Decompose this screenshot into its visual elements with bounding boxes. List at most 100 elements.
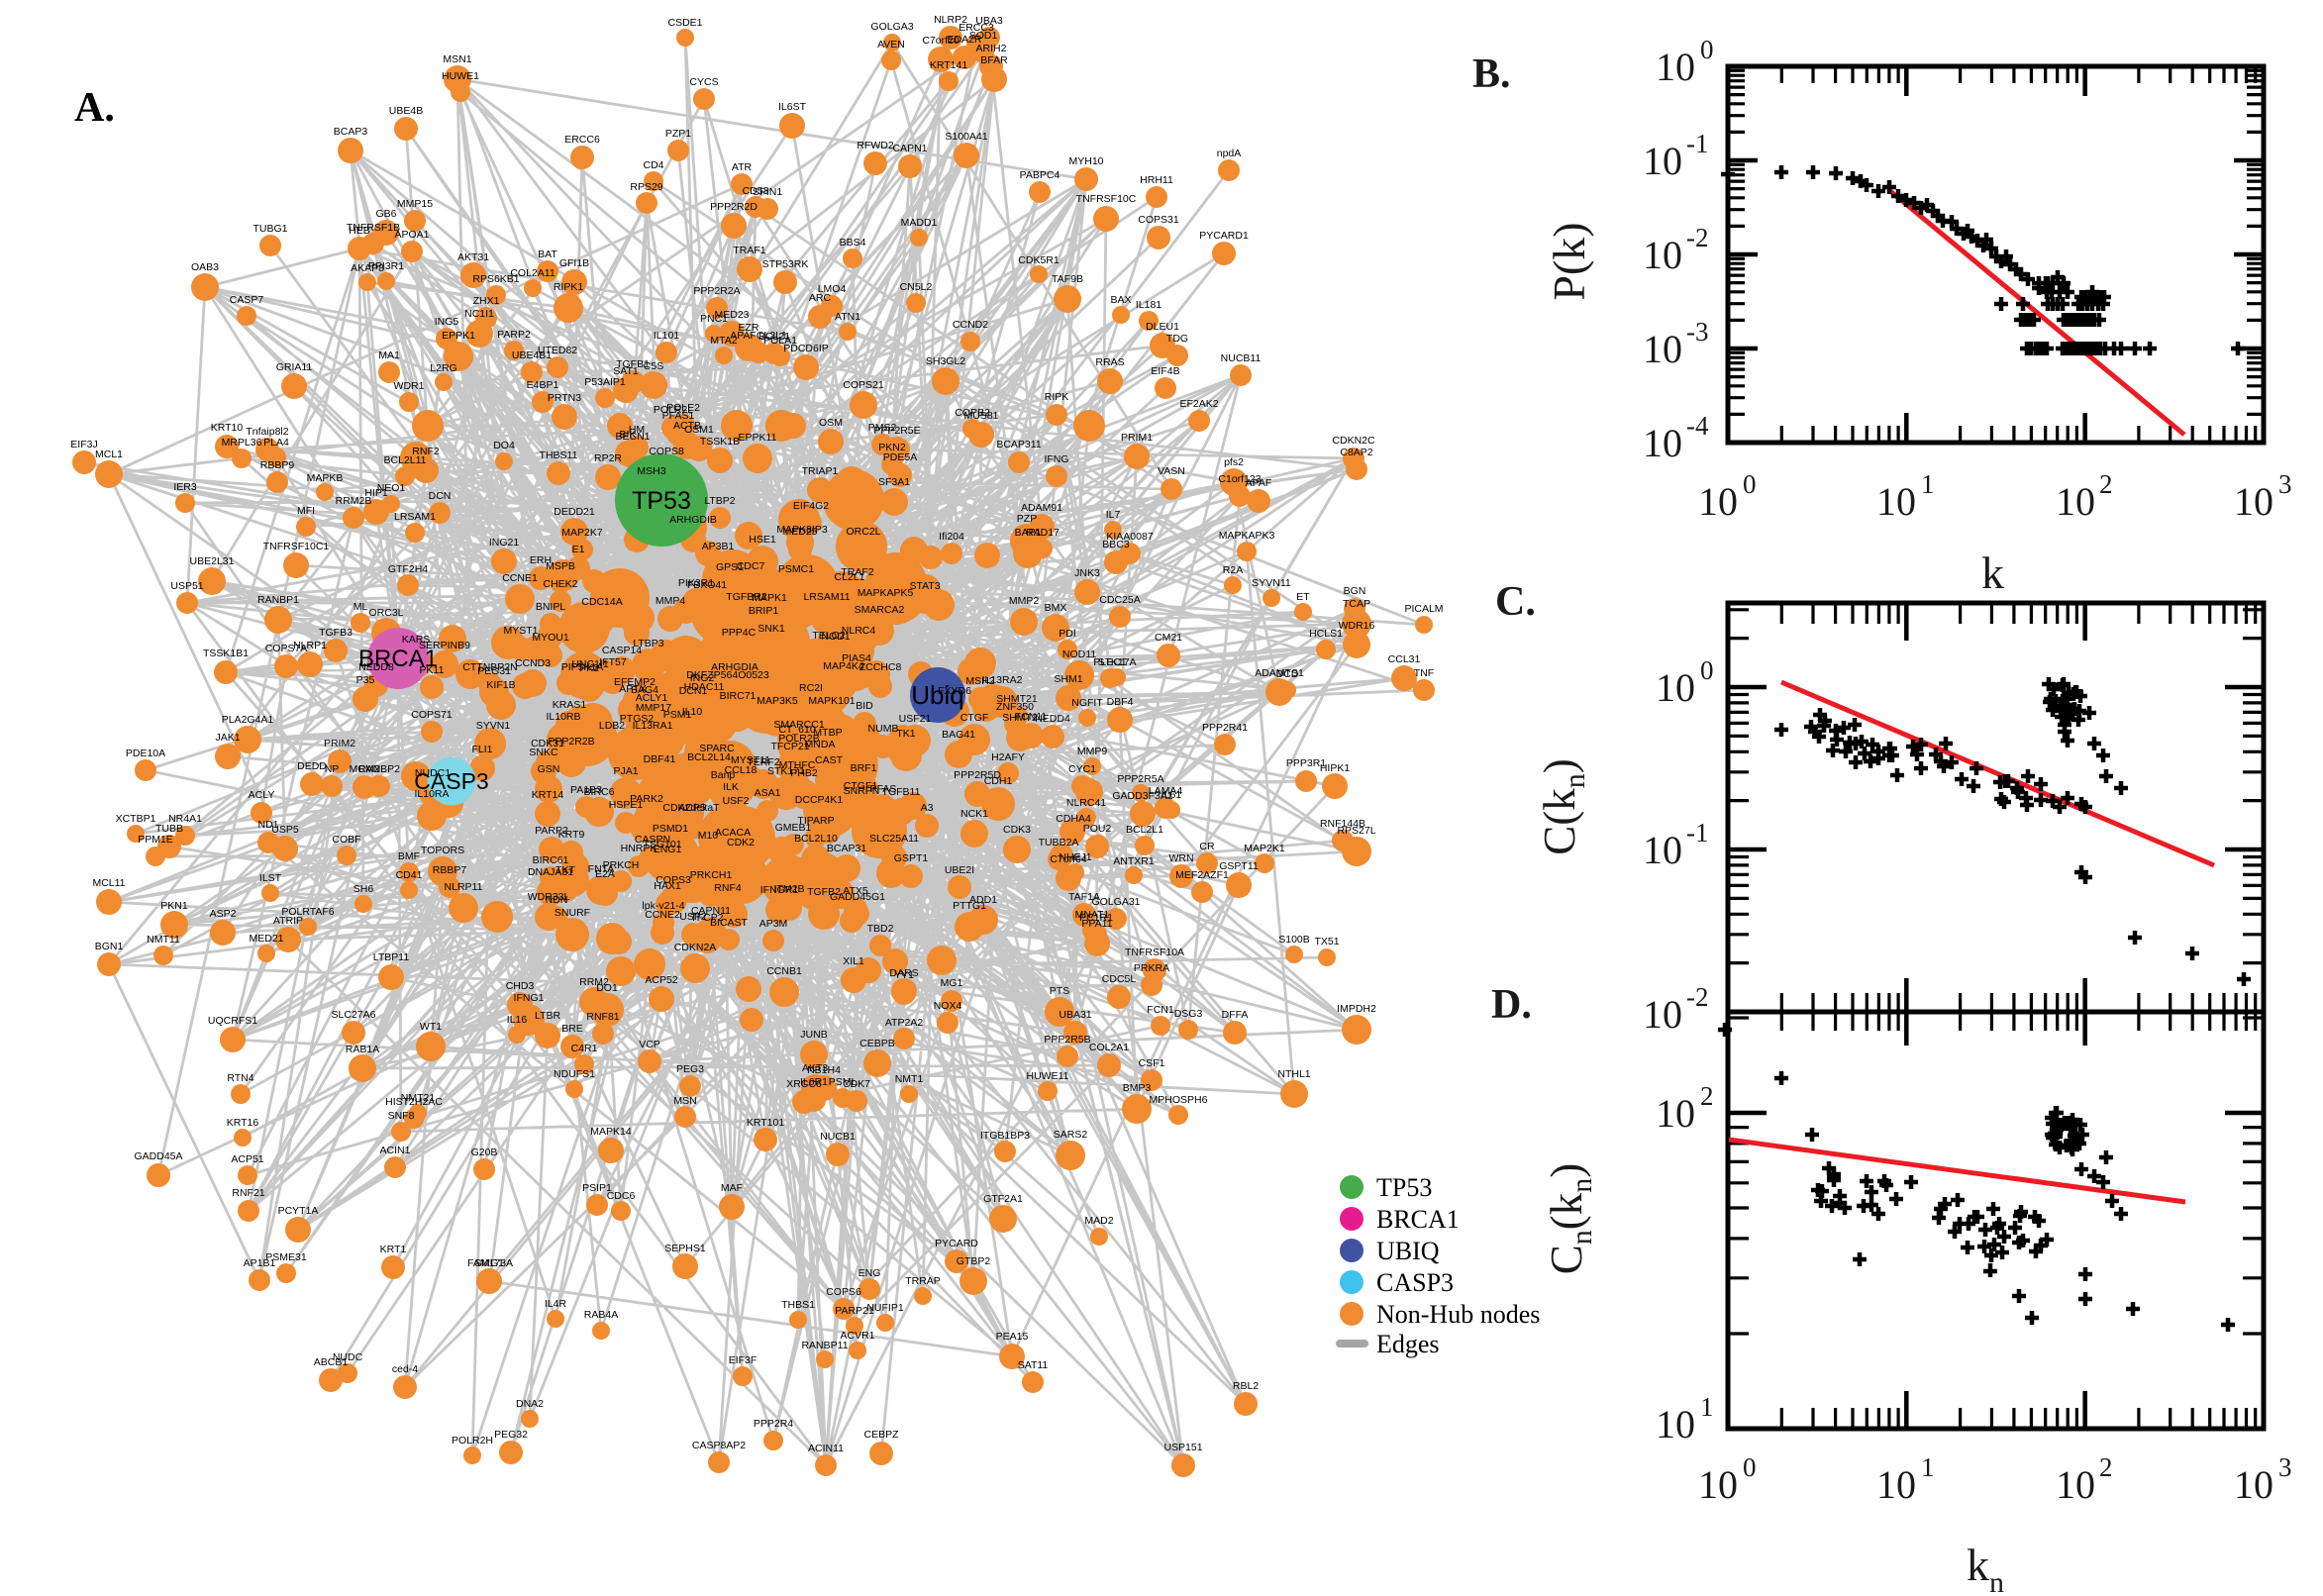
svg-text:NGFIT: NGFIT — [1071, 697, 1103, 709]
svg-text:-4: -4 — [1686, 411, 1709, 441]
svg-text:THBS1: THBS1 — [781, 1299, 815, 1311]
svg-text:ASP2: ASP2 — [210, 908, 237, 920]
svg-text:BCL2L11: BCL2L11 — [383, 454, 426, 466]
svg-text:MYOU1: MYOU1 — [532, 632, 569, 644]
svg-text:YY1: YY1 — [894, 969, 914, 981]
svg-text:LRSAM1: LRSAM1 — [394, 511, 436, 523]
svg-text:ILST: ILST — [259, 872, 282, 884]
svg-text:10: 10 — [1656, 1091, 1695, 1136]
svg-text:ADAMTS1: ADAMTS1 — [1255, 667, 1304, 679]
svg-text:NP: NP — [325, 763, 340, 775]
svg-text:MED25: MED25 — [782, 526, 817, 538]
svg-text:BCL2L10: BCL2L10 — [794, 833, 838, 845]
svg-text:MED23: MED23 — [714, 309, 749, 321]
svg-text:GOLGA3: GOLGA3 — [870, 21, 913, 33]
svg-text:10: 10 — [1876, 1462, 1916, 1507]
svg-text:USP5: USP5 — [271, 824, 299, 836]
svg-text:MSN1: MSN1 — [443, 53, 471, 65]
svg-text:MYST1: MYST1 — [503, 625, 538, 637]
svg-text:UBE4B1: UBE4B1 — [512, 349, 552, 361]
svg-text:EPPK11: EPPK11 — [739, 432, 777, 444]
svg-text:AKT3: AKT3 — [802, 1062, 828, 1074]
svg-text:TIPARP: TIPARP — [797, 815, 834, 827]
svg-text:MAPKB: MAPKB — [307, 472, 344, 484]
svg-text:NUDC: NUDC — [333, 1351, 363, 1363]
svg-text:TRAF1: TRAF1 — [733, 245, 765, 256]
svg-text:OAB3: OAB3 — [191, 261, 219, 273]
svg-text:KARS: KARS — [402, 634, 431, 646]
svg-text:NLRC4: NLRC4 — [842, 625, 876, 637]
svg-text:ILK: ILK — [723, 781, 739, 793]
svg-text:FXYD6: FXYD6 — [938, 685, 971, 697]
svg-text:BFAR: BFAR — [980, 54, 1008, 66]
svg-text:MTBP: MTBP — [813, 727, 842, 739]
svg-text:Tnfaip8l2: Tnfaip8l2 — [246, 426, 288, 438]
svg-text:IL101: IL101 — [654, 330, 679, 342]
svg-text:UBE2I: UBE2I — [945, 864, 974, 876]
svg-text:BIRC61: BIRC61 — [533, 854, 569, 866]
svg-text:HUWE11: HUWE11 — [1027, 1070, 1069, 1082]
svg-text:COPS6: COPS6 — [826, 1286, 861, 1298]
svg-text:BAP1: BAP1 — [1015, 527, 1042, 539]
svg-text:TRIAP1: TRIAP1 — [802, 465, 839, 477]
svg-text:1: 1 — [1921, 469, 1935, 499]
svg-text:2: 2 — [2099, 469, 2113, 499]
svg-text:PC1R1: PC1R1 — [1079, 912, 1113, 924]
svg-text:10: 10 — [1643, 828, 1682, 872]
svg-text:PICALM: PICALM — [1404, 603, 1443, 615]
svg-text:SHMT2: SHMT2 — [1002, 712, 1038, 724]
svg-text:HDAC11: HDAC11 — [684, 681, 725, 693]
svg-text:CDK5R1: CDK5R1 — [1018, 254, 1060, 266]
svg-text:Non-Hub nodes: Non-Hub nodes — [1376, 1300, 1540, 1329]
svg-text:STK171: STK171 — [767, 765, 805, 777]
svg-text:CASP14: CASP14 — [602, 645, 642, 656]
svg-text:MA1: MA1 — [378, 349, 400, 361]
svg-text:NEDD4: NEDD4 — [1035, 713, 1070, 725]
svg-text:EDA2R: EDA2R — [947, 34, 981, 46]
svg-text:APTX: APTX — [619, 683, 646, 695]
svg-text:NHEJ1: NHEJ1 — [1059, 851, 1091, 863]
svg-text:TSSK1B: TSSK1B — [700, 436, 740, 448]
svg-text:MCM2: MCM2 — [350, 763, 380, 775]
svg-text:MMP17: MMP17 — [636, 702, 671, 714]
svg-text:TRRAP: TRRAP — [905, 1275, 941, 1287]
svg-text:npdA: npdA — [1217, 148, 1242, 159]
svg-text:CEBPZ: CEBPZ — [863, 1429, 899, 1441]
svg-text:IFNGR1: IFNGR1 — [760, 884, 799, 896]
svg-text:MUS81: MUS81 — [963, 410, 998, 422]
svg-text:MAP3K5: MAP3K5 — [757, 695, 798, 707]
svg-text:BECN1: BECN1 — [615, 431, 650, 443]
svg-text:2: 2 — [2099, 1452, 2113, 1482]
svg-text:DBF41: DBF41 — [644, 753, 676, 765]
svg-text:A3: A3 — [921, 802, 934, 814]
svg-text:PYCARD: PYCARD — [935, 1238, 978, 1249]
svg-text:MAPK101: MAPK101 — [808, 695, 855, 707]
svg-text:CTGF1: CTGF1 — [844, 780, 878, 792]
svg-text:TGFB1: TGFB1 — [616, 358, 650, 370]
svg-text:MAP2K7: MAP2K7 — [561, 527, 603, 539]
svg-text:NLRP1: NLRP1 — [293, 640, 327, 651]
svg-text:EFEMP2: EFEMP2 — [614, 676, 656, 688]
svg-text:IFNG1: IFNG1 — [514, 992, 545, 1004]
svg-text:ced-4: ced-4 — [392, 1363, 418, 1375]
svg-text:XIL1: XIL1 — [843, 955, 864, 967]
svg-text:WT1: WT1 — [420, 1021, 442, 1033]
svg-text:NMT1: NMT1 — [895, 1073, 924, 1085]
svg-text:UBIQ: UBIQ — [1376, 1237, 1440, 1265]
svg-text:CAST: CAST — [815, 754, 844, 766]
svg-text:CYCS: CYCS — [689, 76, 718, 88]
svg-text:POLA1: POLA1 — [763, 335, 797, 347]
svg-text:VCP: VCP — [639, 1039, 660, 1050]
svg-text:HAX1: HAX1 — [654, 880, 681, 892]
svg-text:GFI1B: GFI1B — [559, 257, 589, 269]
svg-text:CDC14A: CDC14A — [581, 596, 622, 608]
svg-text:PZP1: PZP1 — [665, 128, 691, 140]
svg-text:CDH1: CDH1 — [984, 775, 1013, 787]
svg-text:ORC3L: ORC3L — [368, 607, 403, 619]
svg-text:RRM2B: RRM2B — [336, 495, 372, 507]
svg-text:POLR2H: POLR2H — [452, 1435, 493, 1446]
svg-text:PPI3R1: PPI3R1 — [368, 260, 404, 272]
svg-text:ING5: ING5 — [435, 316, 459, 328]
svg-text:ASA1: ASA1 — [755, 787, 781, 799]
svg-text:PSMC1: PSMC1 — [778, 563, 814, 575]
